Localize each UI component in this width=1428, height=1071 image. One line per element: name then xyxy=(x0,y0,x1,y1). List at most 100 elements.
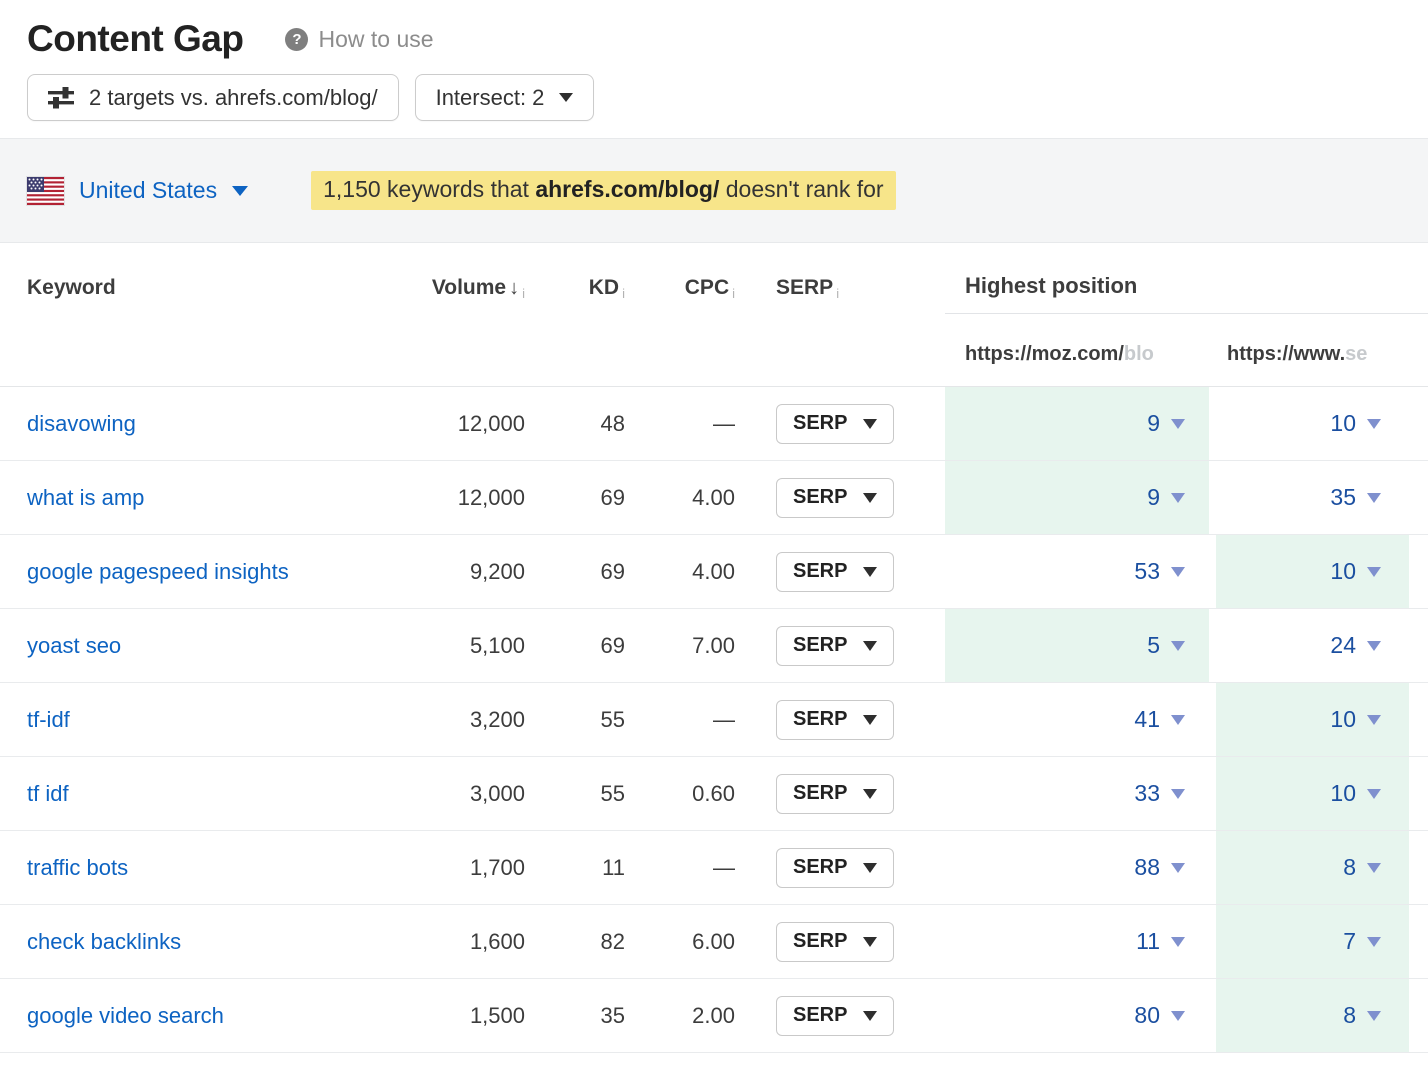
cpc-cell: — xyxy=(713,410,735,436)
row-filler xyxy=(1409,757,1428,830)
serp-button-label: SERP xyxy=(793,1004,848,1026)
cpc-cell: 2.00 xyxy=(692,1002,735,1028)
column-header-volume[interactable]: Volume ↓ i xyxy=(431,276,525,301)
serp-button[interactable]: SERP xyxy=(776,403,895,444)
question-circle-icon: ? xyxy=(285,27,309,51)
serp-button-label: SERP xyxy=(793,782,848,804)
country-selector[interactable]: United States xyxy=(27,176,249,205)
chevron-down-icon xyxy=(1367,1010,1381,1021)
row-filler xyxy=(1409,535,1428,608)
volume-cell: 1,700 xyxy=(469,854,525,880)
volume-cell: 9,200 xyxy=(469,558,525,584)
chevron-down-icon xyxy=(1171,640,1185,651)
chevron-down-icon xyxy=(1367,418,1381,429)
intersect-button-label: Intersect: 2 xyxy=(435,84,545,110)
column-header-keyword: Keyword xyxy=(27,276,116,299)
position-cell-target1[interactable]: 53 xyxy=(945,535,1209,608)
serp-cell: SERP xyxy=(735,831,945,904)
keyword-link[interactable]: yoast seo xyxy=(27,632,122,658)
row-filler xyxy=(1409,461,1428,534)
chevron-down-icon xyxy=(1367,566,1381,577)
position-cell-target1[interactable]: 33 xyxy=(945,757,1209,830)
serp-button[interactable]: SERP xyxy=(776,477,895,518)
serp-button[interactable]: SERP xyxy=(776,699,895,740)
chevron-down-icon xyxy=(1367,936,1381,947)
position-cell-target1[interactable]: 9 xyxy=(945,387,1209,460)
row-filler xyxy=(1409,979,1428,1052)
keyword-cell: traffic bots xyxy=(0,831,380,904)
position-value: 9 xyxy=(1147,410,1160,436)
chevron-down-icon xyxy=(863,492,878,503)
sliders-icon xyxy=(48,87,74,109)
position-cell-target2[interactable]: 35 xyxy=(1216,461,1409,534)
column-header-cpc[interactable]: CPC i xyxy=(684,276,735,301)
position-value: 10 xyxy=(1330,706,1356,732)
serp-cell: SERP xyxy=(735,905,945,978)
column-gap xyxy=(1209,757,1216,830)
position-value: 10 xyxy=(1330,780,1356,806)
column-gap xyxy=(1209,609,1216,682)
table-row: disavowing 12,000 48 — SERP 9 10 xyxy=(0,387,1428,461)
position-cell-target1[interactable]: 80 xyxy=(945,979,1209,1052)
kd-cell: 35 xyxy=(600,1002,625,1028)
summary-target: ahrefs.com/blog/ xyxy=(535,176,720,202)
table-row: google video search 1,500 35 2.00 SERP 8… xyxy=(0,979,1428,1053)
position-cell-target2[interactable]: 10 xyxy=(1216,387,1409,460)
serp-button[interactable]: SERP xyxy=(776,773,895,814)
chevron-down-icon xyxy=(1171,492,1185,503)
position-cell-target1[interactable]: 5 xyxy=(945,609,1209,682)
position-cell-target2[interactable]: 8 xyxy=(1216,979,1409,1052)
cpc-cell: 4.00 xyxy=(692,558,735,584)
chevron-down-icon xyxy=(1171,862,1185,873)
serp-button[interactable]: SERP xyxy=(776,551,895,592)
how-to-use-link[interactable]: ? How to use xyxy=(285,26,434,53)
row-filler xyxy=(1409,609,1428,682)
targets-button-label: 2 targets vs. ahrefs.com/blog/ xyxy=(89,84,378,110)
position-cell-target2[interactable]: 10 xyxy=(1216,683,1409,756)
volume-cell: 1,600 xyxy=(469,928,525,954)
keyword-link[interactable]: traffic bots xyxy=(27,854,129,880)
volume-cell: 3,200 xyxy=(469,706,525,732)
intersect-button[interactable]: Intersect: 2 xyxy=(414,74,595,121)
position-cell-target2[interactable]: 24 xyxy=(1216,609,1409,682)
chevron-down-icon xyxy=(863,936,878,947)
keyword-link[interactable]: google pagespeed insights xyxy=(27,558,289,584)
page-header: Content Gap ? How to use xyxy=(0,0,1428,60)
kd-cell: 55 xyxy=(600,780,625,806)
serp-button[interactable]: SERP xyxy=(776,847,895,888)
position-cell-target1[interactable]: 11 xyxy=(945,905,1209,978)
keyword-link[interactable]: check backlinks xyxy=(27,928,182,954)
serp-button[interactable]: SERP xyxy=(776,995,895,1036)
column-gap xyxy=(1209,535,1216,608)
position-cell-target1[interactable]: 88 xyxy=(945,831,1209,904)
keyword-cell: tf idf xyxy=(0,757,380,830)
chevron-down-icon xyxy=(1171,936,1185,947)
column-gap xyxy=(1209,831,1216,904)
volume-cell: 12,000 xyxy=(457,484,525,510)
serp-button[interactable]: SERP xyxy=(776,921,895,962)
position-value: 8 xyxy=(1343,1002,1356,1028)
column-gap xyxy=(1209,683,1216,756)
cpc-cell: — xyxy=(713,854,735,880)
keyword-link[interactable]: tf idf xyxy=(27,780,69,806)
serp-button-label: SERP xyxy=(793,560,848,582)
chevron-down-icon xyxy=(1367,862,1381,873)
targets-button[interactable]: 2 targets vs. ahrefs.com/blog/ xyxy=(27,74,399,121)
serp-button[interactable]: SERP xyxy=(776,625,895,666)
keyword-link[interactable]: google video search xyxy=(27,1002,224,1028)
serp-cell: SERP xyxy=(735,979,945,1052)
position-cell-target1[interactable]: 9 xyxy=(945,461,1209,534)
position-cell-target1[interactable]: 41 xyxy=(945,683,1209,756)
cpc-cell: 7.00 xyxy=(692,632,735,658)
position-cell-target2[interactable]: 10 xyxy=(1216,535,1409,608)
position-cell-target2[interactable]: 7 xyxy=(1216,905,1409,978)
keyword-link[interactable]: tf-idf xyxy=(27,706,70,732)
serp-button-label: SERP xyxy=(793,856,848,878)
serp-cell: SERP xyxy=(735,387,945,460)
position-cell-target2[interactable]: 8 xyxy=(1216,831,1409,904)
keyword-link[interactable]: disavowing xyxy=(27,410,136,436)
table-row: what is amp 12,000 69 4.00 SERP 9 35 xyxy=(0,461,1428,535)
position-cell-target2[interactable]: 10 xyxy=(1216,757,1409,830)
column-header-kd[interactable]: KD i xyxy=(588,276,625,301)
keyword-link[interactable]: what is amp xyxy=(27,484,145,510)
